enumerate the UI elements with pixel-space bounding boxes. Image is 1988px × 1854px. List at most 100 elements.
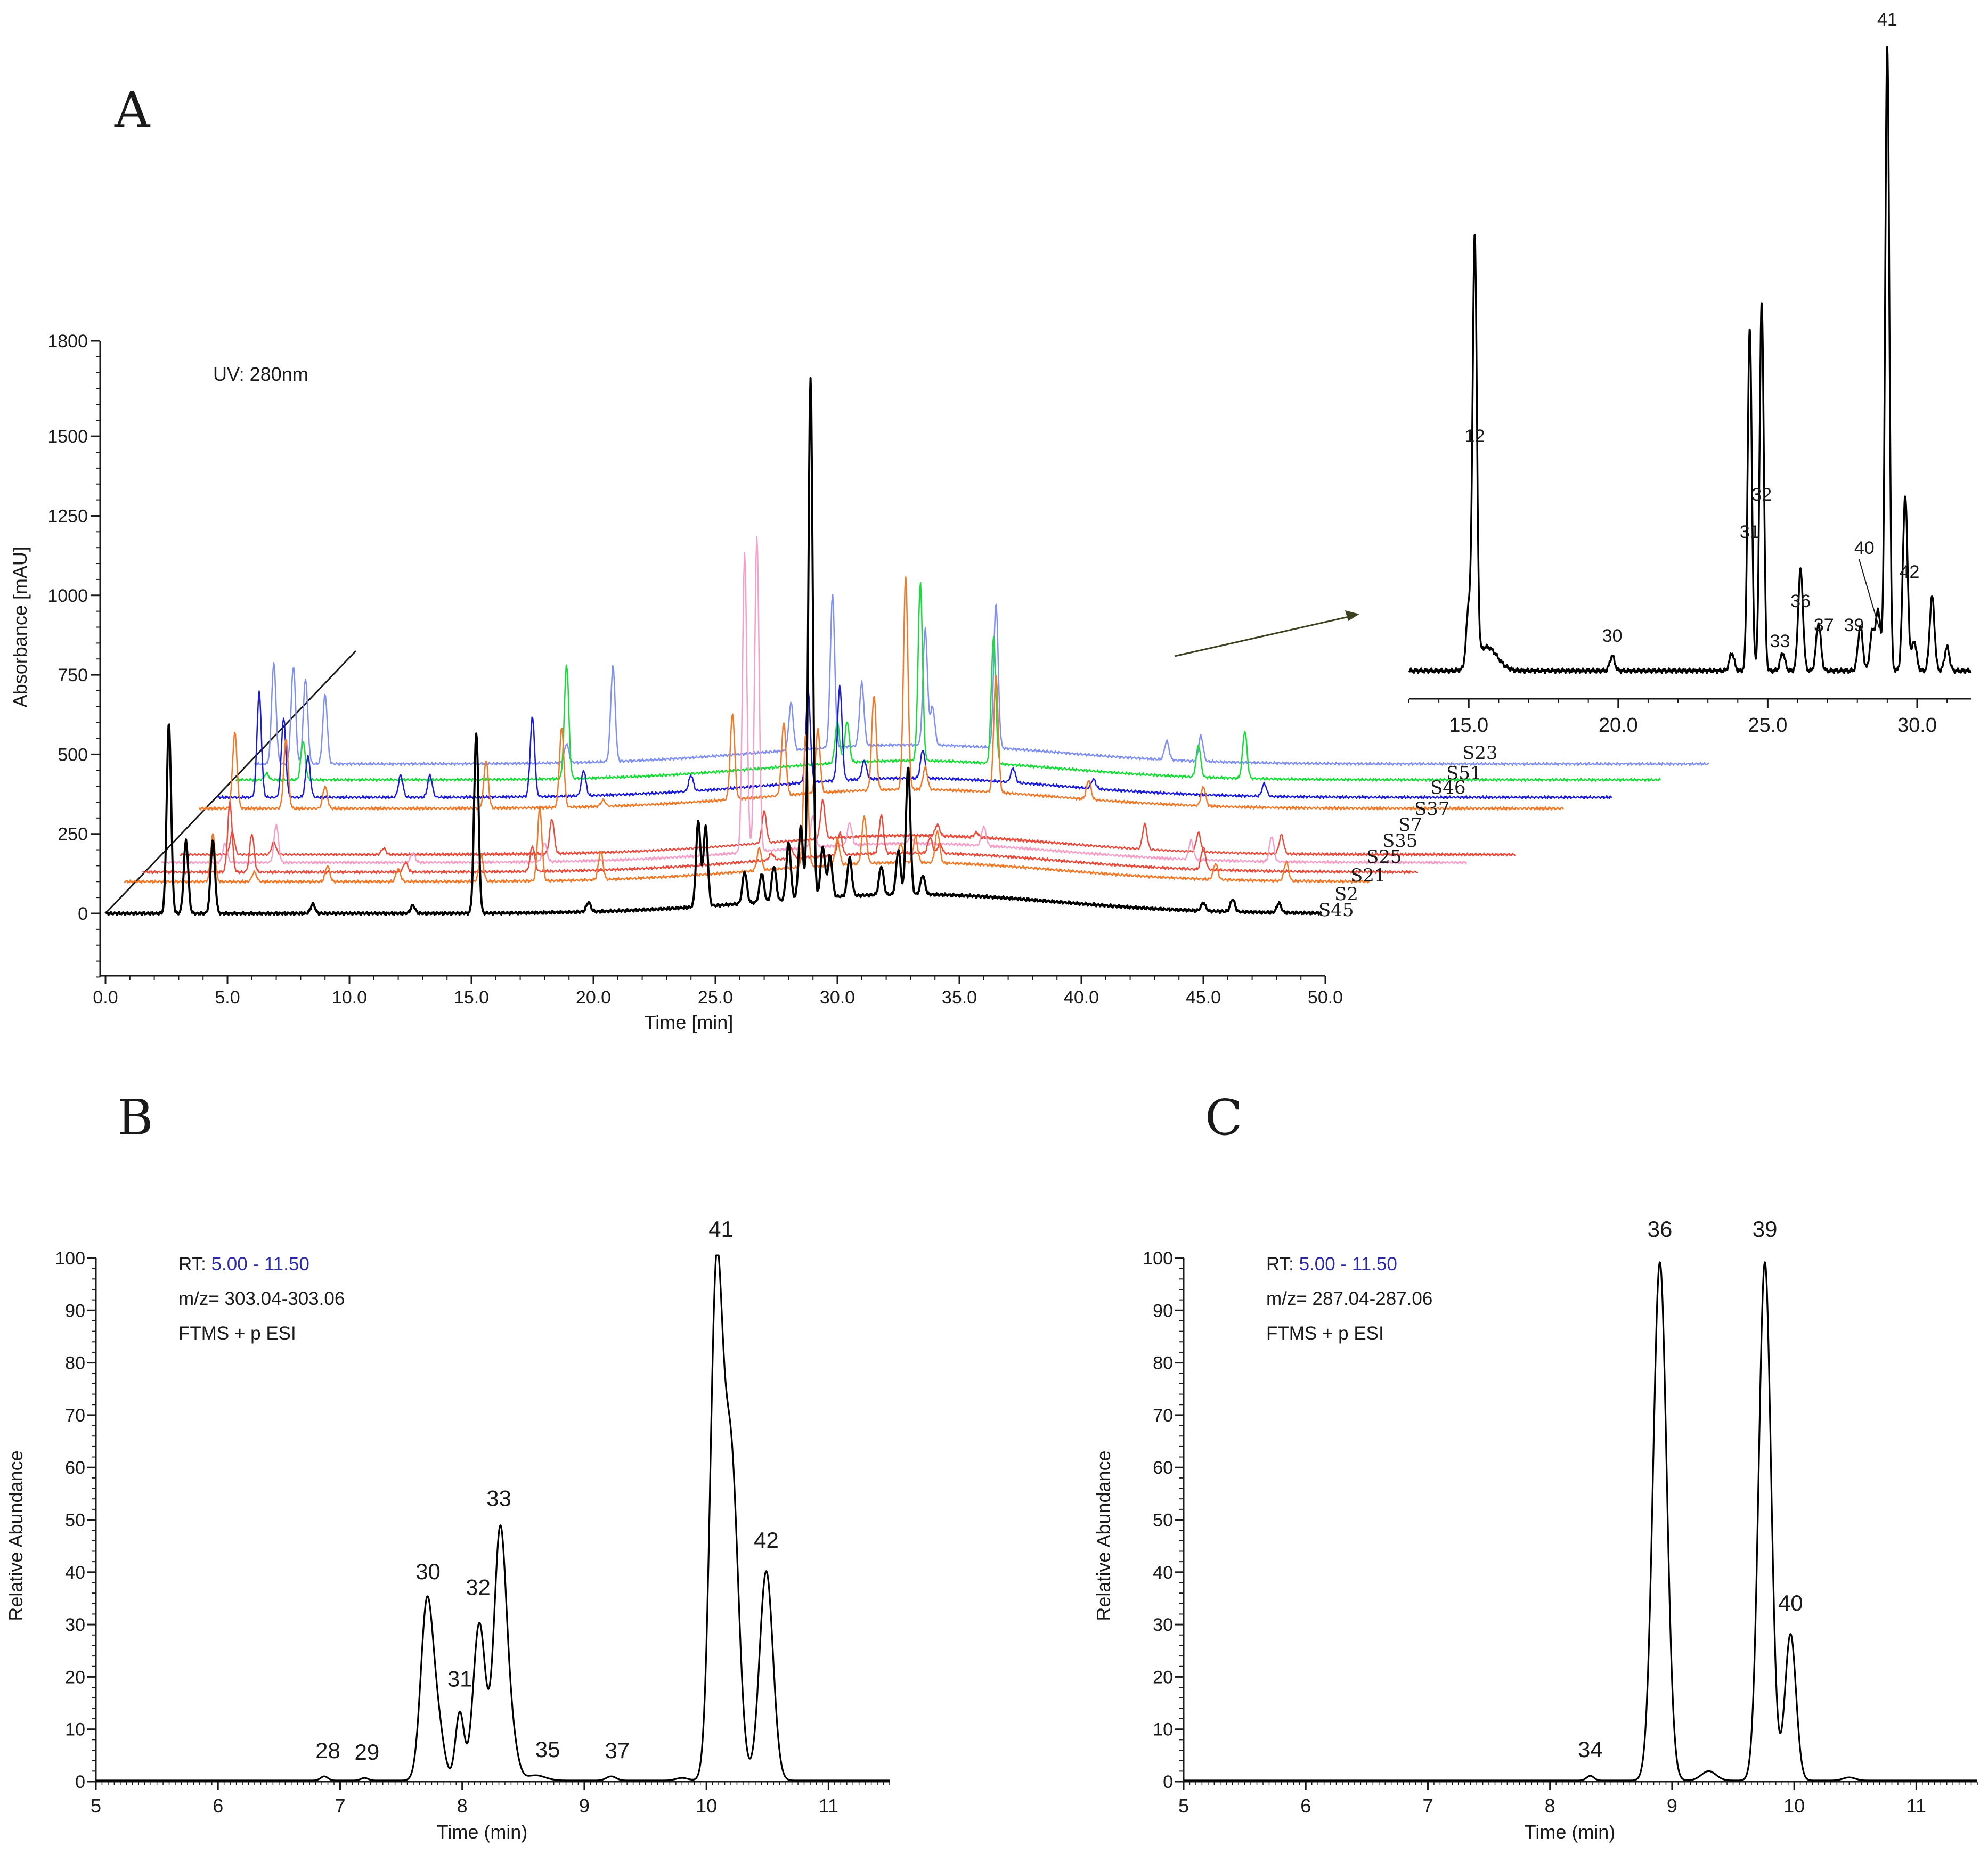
x-tick-label: 10 [1783, 1795, 1805, 1817]
y-tick-label: 20 [65, 1667, 85, 1687]
y-tick-label: 40 [65, 1563, 85, 1583]
ms-trace [1183, 1261, 1978, 1782]
y-tick-label: 80 [1153, 1353, 1173, 1374]
panel-b: B 0 10 20 30 40 50 60 70 80 90 100 Relative Abundanc… [5, 1089, 890, 1843]
y-tick-label: 40 [1153, 1563, 1173, 1583]
y-tick-label: 60 [65, 1458, 85, 1478]
inset-x-tick-label: 15.0 [1449, 714, 1488, 737]
inset-arrow-line [1174, 614, 1356, 657]
series-line-s35 [180, 798, 1516, 857]
y-tick-label: 100 [55, 1248, 85, 1269]
curve-label: S35 [1382, 830, 1418, 852]
peak-label: 31 [447, 1666, 472, 1691]
y-tick-label: 1000 [47, 586, 88, 606]
peak-label: 39 [1753, 1216, 1778, 1242]
y-tick-label: 750 [58, 665, 88, 685]
ms-trace [95, 1254, 890, 1782]
panel-c: C 0 10 20 30 40 50 60 70 80 90 100 Relative Abundanc… [1093, 1089, 1978, 1843]
peak-label: 37 [605, 1738, 630, 1763]
rt-value: 5.00 - 11.50 [211, 1254, 309, 1275]
inset-trace [1408, 45, 1972, 674]
rt-value: 5.00 - 11.50 [1299, 1254, 1397, 1275]
inset-x-tick-label: 30.0 [1897, 714, 1937, 737]
y-tick-label: 90 [1153, 1301, 1173, 1321]
stack-offset-line [104, 650, 357, 914]
x-axis-title: Time (min) [1525, 1821, 1616, 1843]
peak-label: 32 [466, 1574, 491, 1599]
curve-label: S7 [1398, 814, 1422, 836]
y-tick-label: 70 [1153, 1406, 1173, 1426]
uv-annotation: UV: 280nm [213, 363, 308, 385]
y-tick-label: 0 [78, 904, 88, 924]
series-line-s51 [235, 582, 1661, 782]
x-tick-label: 5.0 [215, 987, 240, 1008]
rt-label: RT: [1266, 1254, 1299, 1275]
mz-range-text: m/z= 287.04-287.06 [1266, 1288, 1432, 1309]
inset-arrow-head [1345, 610, 1359, 621]
peak-label: 35 [535, 1737, 560, 1762]
x-tick-label: 11 [819, 1795, 838, 1817]
x-tick-label: 5 [91, 1795, 101, 1817]
panel-a: A 0 250 500 750 1000 1250 1500 1800 Absorbance [m… [9, 10, 1972, 1033]
rt-range-text: RT: 5.00 - 11.50 [178, 1254, 309, 1275]
inset-leader-line [1859, 559, 1880, 629]
curve-label: S2 [1334, 884, 1358, 905]
rt-range-text: RT: 5.00 - 11.50 [1266, 1254, 1397, 1275]
x-tick-label: 10.0 [332, 987, 367, 1008]
series-line-s2 [124, 734, 1370, 884]
x-tick-label: 11 [1906, 1795, 1926, 1817]
x-tick-label: 8 [457, 1795, 468, 1817]
x-tick-label: 9 [579, 1795, 590, 1817]
y-tick-label: 500 [58, 745, 88, 765]
x-tick-label: 6 [1300, 1795, 1311, 1817]
series-line-s45 [104, 377, 1322, 916]
inset-peak-label: 36 [1790, 591, 1811, 611]
scan-mode-text: FTMS + p ESI [1266, 1323, 1384, 1344]
y-tick-label: 250 [58, 824, 88, 845]
curve-label: S21 [1350, 865, 1386, 886]
peak-label: 29 [355, 1739, 380, 1765]
x-tick-label: 8 [1545, 1795, 1555, 1817]
y-tick-label: 50 [1153, 1510, 1173, 1531]
series-line-s21 [142, 801, 1419, 875]
y-tick-label: 1500 [47, 427, 88, 447]
curve-label: S51 [1446, 763, 1482, 784]
panel-letter-b: B [117, 1089, 153, 1146]
y-tick-label: 30 [65, 1615, 85, 1635]
peak-label: 40 [1778, 1590, 1803, 1615]
y-tick-label: 30 [1153, 1615, 1173, 1635]
inset-peak-label: 40 [1854, 538, 1875, 558]
curve-label: S23 [1462, 742, 1498, 764]
inset-x-tick-label: 25.0 [1748, 714, 1787, 737]
y-tick-label: 10 [1153, 1720, 1173, 1740]
y-tick-label: 0 [75, 1772, 85, 1792]
inset-peak-label: 32 [1751, 485, 1772, 505]
y-tick-label: 80 [65, 1353, 85, 1374]
peak-label: 34 [1578, 1737, 1603, 1762]
inset-x-tick-label: 20.0 [1599, 714, 1638, 737]
y-axis-title: Absorbance [mAU] [9, 546, 31, 707]
x-tick-label: 30.0 [820, 987, 855, 1008]
y-axis-title: Relative Abundance [5, 1450, 27, 1621]
x-tick-label: 10 [696, 1795, 717, 1817]
rt-label: RT: [178, 1254, 211, 1275]
x-tick-label: 20.0 [576, 987, 611, 1008]
inset-peak-label: 37 [1814, 615, 1834, 635]
inset-peak-label: 12 [1465, 426, 1485, 446]
panel-letter-c: C [1205, 1089, 1242, 1146]
panel-letter-a: A [114, 81, 151, 138]
x-tick-label: 7 [1422, 1795, 1433, 1817]
x-tick-label: 6 [213, 1795, 223, 1817]
x-tick-label: 45.0 [1186, 987, 1221, 1008]
y-tick-label: 0 [1163, 1772, 1173, 1792]
y-tick-label: 1250 [47, 506, 88, 526]
peak-label: 41 [708, 1216, 734, 1242]
x-tick-label: 25.0 [698, 987, 733, 1008]
x-tick-label: 50.0 [1308, 987, 1343, 1008]
inset-peak-label: 42 [1900, 562, 1920, 582]
peak-label: 28 [315, 1738, 340, 1763]
y-tick-label: 10 [65, 1720, 85, 1740]
peak-label: 42 [754, 1528, 779, 1553]
x-axis-title: Time [min] [645, 1011, 734, 1033]
x-tick-label: 35.0 [942, 987, 977, 1008]
